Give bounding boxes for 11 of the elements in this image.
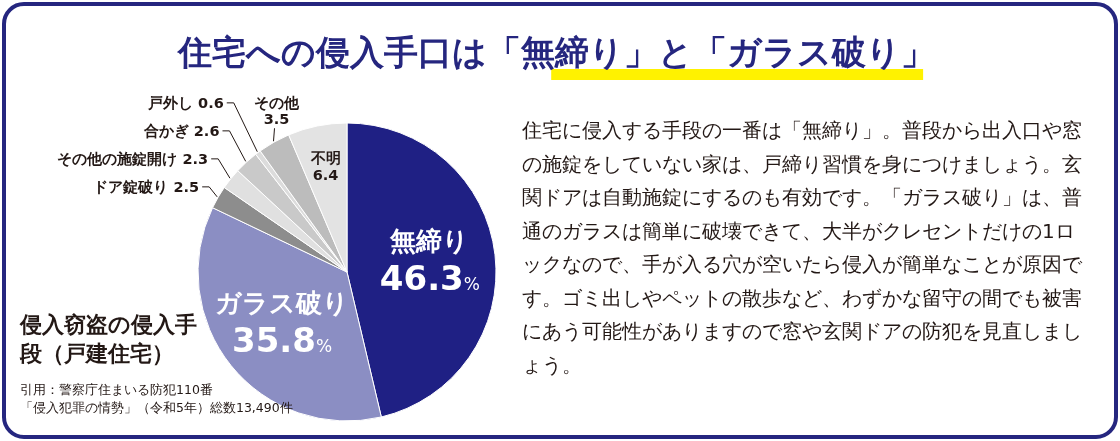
slice-label: 合かぎ 2.6 [142,122,220,139]
slice-label: その他の施錠開け 2.3 [57,150,209,168]
title: 住宅への侵入手口は「無締り」と「ガラス破り」 [177,32,935,72]
annotation: 「侵入犯罪の情勢」（令和5年）総数13,490件 [20,399,293,417]
slice-label: 戸外し 0.6 [147,94,224,111]
subtitle: 侵入窃盗の侵入手段（戸建住宅） [20,311,198,368]
annotation: 引用：警察庁住まいる防犯110番 [20,381,213,399]
data-label: 3.5 [263,111,290,128]
slice-label: その他 [254,95,300,112]
slice-label: ドア錠破り 2.5 [93,178,200,195]
annotation: 住宅に侵入する手段の一番は「無締り」。普段から出入口や窓の施錠をしていない家は、戸締り習慣を身につけましょう。玄関ドアは自動施錠にするのも有効です。「ガラス破り」は、普通のガラスは簡単に破壊できて、大半がクレセントだけの1ロックなので、手が入る穴が空いたら侵入が簡単なことが原因です。ゴミ出しやペットの散歩など、わずかな留守の間でも被害にあう可能性がありますので窓や玄関ドアの防犯を見直しましょう。 [522,117,1083,379]
